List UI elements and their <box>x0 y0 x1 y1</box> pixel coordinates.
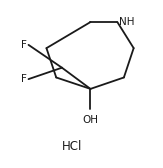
Text: NH: NH <box>119 17 134 27</box>
Text: F: F <box>21 39 26 50</box>
Text: OH: OH <box>82 115 98 125</box>
Text: HCl: HCl <box>61 140 82 153</box>
Text: F: F <box>21 74 26 85</box>
